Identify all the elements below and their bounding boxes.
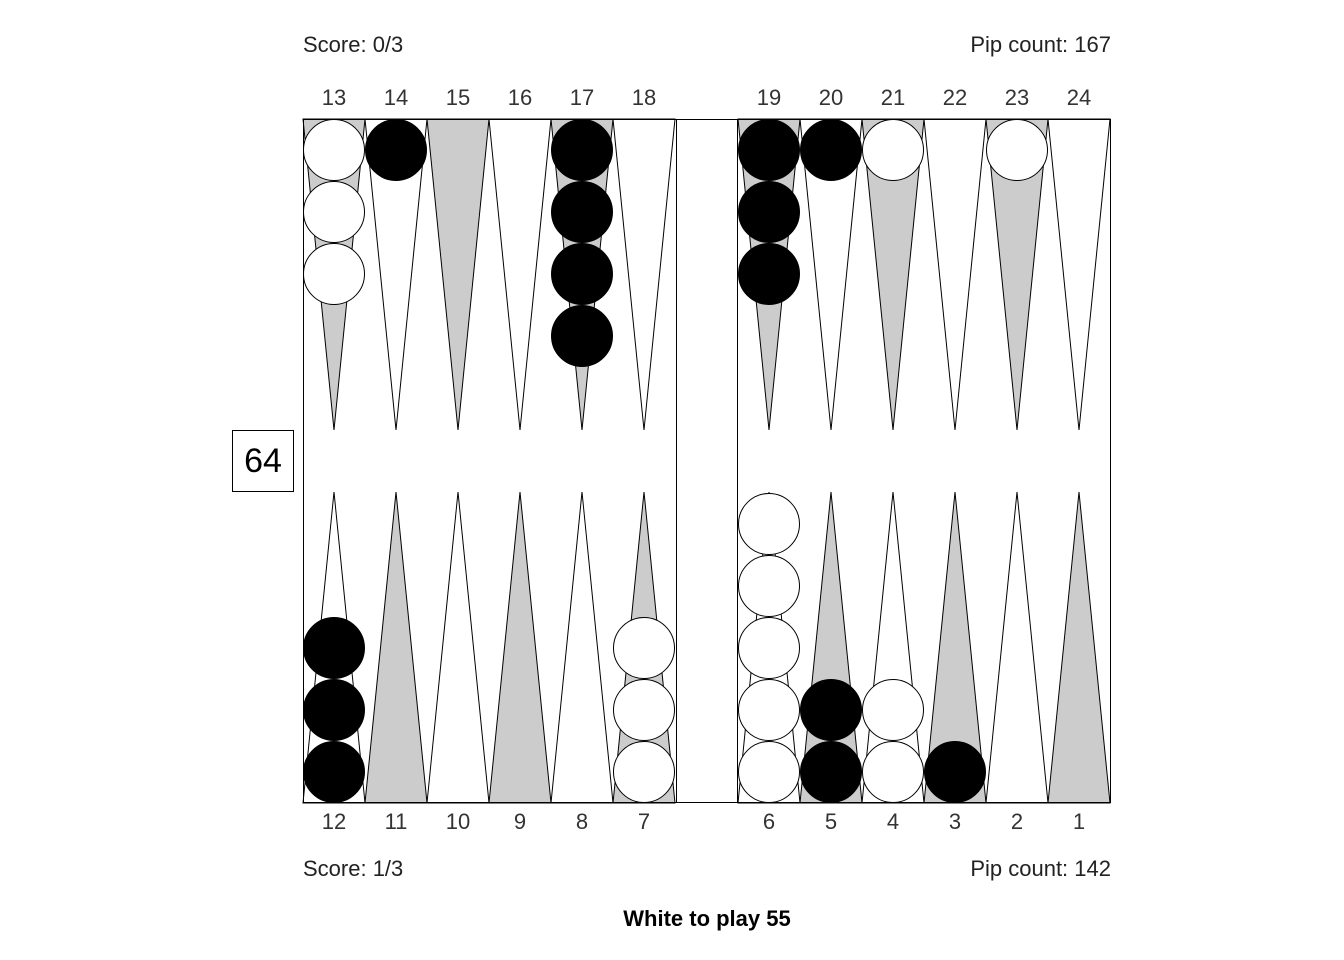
point-18[interactable] (612, 118, 676, 431)
point-22[interactable] (923, 118, 987, 431)
white-checker[interactable] (738, 493, 800, 555)
point-number-8: 8 (576, 809, 588, 834)
white-checker[interactable] (613, 617, 675, 679)
white-checker[interactable] (862, 119, 924, 181)
point-number-3: 3 (949, 809, 961, 834)
point-11[interactable] (364, 491, 428, 804)
point-number-17: 17 (570, 85, 594, 110)
checkers-layer[interactable] (303, 119, 1048, 803)
bar[interactable] (676, 119, 738, 803)
black-checker[interactable] (365, 119, 427, 181)
white-checker[interactable] (613, 679, 675, 741)
point-number-16: 16 (508, 85, 532, 110)
black-checker[interactable] (738, 181, 800, 243)
point-number-13: 13 (322, 85, 346, 110)
point-2[interactable] (985, 491, 1049, 804)
white-checker[interactable] (738, 617, 800, 679)
point-1[interactable] (1047, 491, 1111, 804)
black-checker[interactable] (738, 119, 800, 181)
point-number-7: 7 (638, 809, 650, 834)
top-player-pip-count: Pip count: 167 (970, 32, 1111, 57)
point-number-15: 15 (446, 85, 470, 110)
bottom-player-score: Score: 1/3 (303, 856, 404, 881)
point-number-23: 23 (1005, 85, 1029, 110)
point-number-10: 10 (446, 809, 470, 834)
point-number-11: 11 (385, 809, 408, 834)
black-checker[interactable] (551, 181, 613, 243)
top-player-score: Score: 0/3 (303, 32, 404, 57)
point-8[interactable] (550, 491, 614, 804)
point-number-2: 2 (1011, 809, 1023, 834)
black-checker[interactable] (551, 305, 613, 367)
black-checker[interactable] (800, 679, 862, 741)
point-number-6: 6 (763, 809, 775, 834)
bottom-player-pip-count: Pip count: 142 (970, 856, 1111, 881)
point-number-9: 9 (514, 809, 526, 834)
white-checker[interactable] (303, 181, 365, 243)
black-checker[interactable] (800, 741, 862, 803)
black-checker[interactable] (303, 617, 365, 679)
point-number-20: 20 (819, 85, 843, 110)
point-number-18: 18 (632, 85, 656, 110)
white-checker[interactable] (738, 679, 800, 741)
point-16[interactable] (488, 118, 552, 431)
white-checker[interactable] (303, 119, 365, 181)
point-number-1: 1 (1073, 809, 1085, 834)
black-checker[interactable] (551, 119, 613, 181)
status-message: White to play 55 (623, 906, 791, 931)
point-number-4: 4 (887, 809, 899, 834)
white-checker[interactable] (862, 741, 924, 803)
point-number-24: 24 (1067, 85, 1091, 110)
black-checker[interactable] (551, 243, 613, 305)
white-checker[interactable] (303, 243, 365, 305)
black-checker[interactable] (303, 679, 365, 741)
black-checker[interactable] (738, 243, 800, 305)
black-checker[interactable] (303, 741, 365, 803)
point-number-22: 22 (943, 85, 967, 110)
black-checker[interactable] (924, 741, 986, 803)
point-9[interactable] (488, 491, 552, 804)
doubling-cube[interactable]: 64 (232, 430, 294, 492)
white-checker[interactable] (738, 741, 800, 803)
point-number-12: 12 (322, 809, 346, 834)
white-checker[interactable] (986, 119, 1048, 181)
point-number-19: 19 (757, 85, 781, 110)
point-24[interactable] (1047, 118, 1111, 431)
point-10[interactable] (426, 491, 490, 804)
white-checker[interactable] (738, 555, 800, 617)
white-checker[interactable] (613, 741, 675, 803)
board-frame (303, 119, 1111, 803)
white-checker[interactable] (862, 679, 924, 741)
black-checker[interactable] (800, 119, 862, 181)
point-number-21: 21 (881, 85, 905, 110)
point-15[interactable] (426, 118, 490, 431)
point-number-5: 5 (825, 809, 837, 834)
point-number-14: 14 (384, 85, 408, 110)
